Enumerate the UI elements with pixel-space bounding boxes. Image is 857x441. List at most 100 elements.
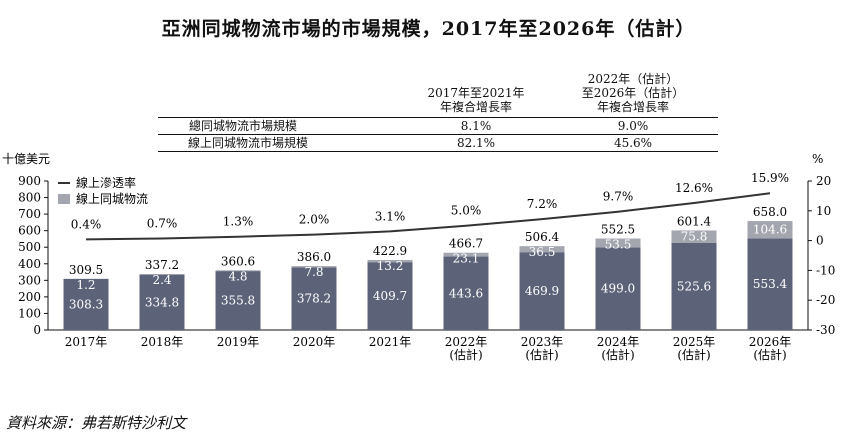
y-tick-label-right: -20 xyxy=(816,293,835,307)
bar-offline xyxy=(139,274,185,330)
bar-label-offline: 553.4 xyxy=(753,277,788,291)
bar-label-offline: 355.8 xyxy=(221,294,255,308)
bar-label-online: 13.2 xyxy=(377,259,404,273)
bar-offline xyxy=(443,256,489,330)
bar-label-online: 53.5 xyxy=(605,238,632,252)
x-tick-label: 2018年 xyxy=(141,335,184,349)
bar-online xyxy=(519,246,565,253)
bar-label-online: 104.6 xyxy=(753,223,787,237)
row-value: 9.0% xyxy=(617,119,649,133)
bar-label-total: 601.4 xyxy=(677,214,712,228)
bar-offline xyxy=(63,278,109,330)
table-rule-mid xyxy=(158,134,718,135)
table-row: 線上同城物流市場規模 82.1% 45.6% xyxy=(158,135,718,151)
x-tick-label: (估計) xyxy=(753,347,786,362)
bar-online xyxy=(215,270,261,272)
chart-title: 亞洲同城物流市場的市場規模，2017年至2026年（估計） xyxy=(161,18,696,40)
y-tick-label-left: 200 xyxy=(18,290,41,304)
bar-label-total: 658.0 xyxy=(753,205,787,219)
line-label: 3.1% xyxy=(375,209,406,223)
bar-label-total: 506.4 xyxy=(525,230,560,244)
x-tick-label: 2017年 xyxy=(65,335,108,349)
bar-label-total: 552.5 xyxy=(601,223,635,237)
y-axis-title-right: % xyxy=(812,152,823,166)
y-tick-label-right: 20 xyxy=(816,174,831,188)
bar-label-online: 4.8 xyxy=(228,269,247,283)
bar-label-offline: 308.3 xyxy=(69,297,103,311)
bar-offline xyxy=(215,271,261,330)
row-label-total: 總同城物流市場規模 xyxy=(188,119,297,133)
bar-label-online: 36.5 xyxy=(529,245,556,259)
bar-offline xyxy=(519,252,565,330)
bar-label-offline: 443.6 xyxy=(449,286,483,300)
chart: 0 100 200 300 400 500 600 700 800 900 -30 -20 -10 0 10… xyxy=(2,152,835,362)
y-tick-label-left: 100 xyxy=(18,306,41,320)
x-tick-label: 2022年 xyxy=(445,335,488,349)
x-tick-label: 2024年 xyxy=(597,335,640,349)
x-tick-label: 2020年 xyxy=(293,335,336,349)
bar-online xyxy=(367,259,413,263)
y-tick-label-left: 700 xyxy=(18,207,41,221)
x-tick-label: (估計) xyxy=(449,347,482,362)
y-tick-label-left: 900 xyxy=(18,174,41,188)
line-label: 15.9% xyxy=(751,171,789,185)
legend-line-label: 線上滲透率 xyxy=(76,175,136,190)
line-label: 7.2% xyxy=(527,197,558,211)
bar-label-offline: 378.2 xyxy=(297,292,331,306)
y-tick-label-right: -10 xyxy=(816,263,835,277)
bar-label-total: 360.6 xyxy=(221,254,255,268)
y-tick-label-right: 0 xyxy=(816,234,824,248)
source-note: 資料來源：弗若斯特沙利文 xyxy=(6,414,187,432)
bar-label-online: 75.8 xyxy=(681,230,708,244)
bar-online xyxy=(671,230,717,243)
table-rule-top xyxy=(158,117,718,118)
bar-online xyxy=(747,221,793,239)
line-label: 5.0% xyxy=(451,204,482,218)
bar-label-total: 386.0 xyxy=(297,250,331,264)
y-tick-label-right: 10 xyxy=(816,204,831,218)
bar-label-offline: 334.8 xyxy=(145,295,179,309)
bar-label-total: 466.7 xyxy=(449,237,483,251)
y-tick-label-left: 0 xyxy=(33,323,41,337)
bar-offline xyxy=(747,238,793,330)
row-value: 82.1% xyxy=(456,136,496,150)
bar-label-online: 7.8 xyxy=(304,265,323,279)
x-tick-label: 2026年 xyxy=(749,335,792,349)
legend-bar-swatch xyxy=(58,194,70,204)
penetration-line xyxy=(85,192,771,241)
bar-label-offline: 469.9 xyxy=(525,284,559,298)
y-tick-label-left: 500 xyxy=(18,240,41,254)
row-value: 8.1% xyxy=(460,119,492,133)
bar-label-total: 309.5 xyxy=(69,263,103,277)
bar-label-online: 2.4 xyxy=(152,273,171,287)
line-label: 2.0% xyxy=(299,213,330,227)
y-tick-label-left: 300 xyxy=(18,273,41,287)
line-label: 0.4% xyxy=(71,217,102,231)
x-tick-label: 2023年 xyxy=(521,335,564,349)
legend-bar-label: 線上同城物流 xyxy=(76,191,148,206)
bar-label-online: 1.2 xyxy=(76,278,95,292)
table-rule-bottom xyxy=(158,151,718,152)
cagr-header-2017-2021: 2017年至2021年 年複合增長率 xyxy=(427,86,525,114)
bar-offline xyxy=(595,247,641,330)
cagr-header-2022-2026: 2022年（估計） 至2026年（估計） 年複合增長率 xyxy=(581,72,685,114)
bar-label-total: 422.9 xyxy=(373,244,407,258)
x-tick-label: 2025年 xyxy=(673,335,716,349)
bar-offline xyxy=(291,267,337,330)
y-tick-label-right: -30 xyxy=(816,323,835,337)
y-axis-title-left: 十億美元 xyxy=(2,152,50,166)
y-tick-label-left: 400 xyxy=(18,257,41,271)
x-tick-label: 2019年 xyxy=(217,335,260,349)
bar-online xyxy=(443,252,489,257)
y-tick-label-left: 600 xyxy=(18,224,41,238)
bar-offline xyxy=(671,242,717,330)
bar-online xyxy=(595,238,641,248)
bar-label-total: 337.2 xyxy=(145,258,179,272)
line-label: 1.3% xyxy=(223,215,254,229)
x-tick-label: (估計) xyxy=(525,347,558,362)
bar-label-offline: 409.7 xyxy=(373,289,407,303)
y-tick-label-left: 800 xyxy=(18,191,41,205)
row-value: 45.6% xyxy=(613,136,653,150)
bar-label-offline: 499.0 xyxy=(601,282,635,296)
bar-offline xyxy=(367,262,413,330)
